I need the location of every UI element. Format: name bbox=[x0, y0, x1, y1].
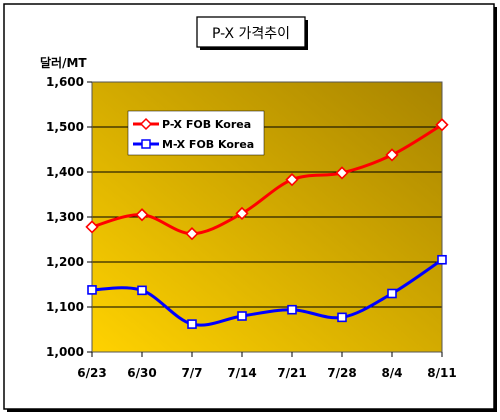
x-axis: 6/23 6/30 7/7 7/14 7/21 7/28 8/4 8/11 bbox=[77, 352, 457, 380]
legend-label: M-X FOB Korea bbox=[162, 138, 254, 151]
chart-title-box: P-X 가격추이 bbox=[196, 16, 308, 50]
y-tick-label: 1,200 bbox=[46, 255, 84, 269]
y-tick-label: 1,600 bbox=[46, 75, 84, 89]
data-point-marker bbox=[237, 311, 247, 321]
data-point-marker bbox=[387, 288, 397, 299]
x-tick-label: 7/7 bbox=[181, 366, 202, 380]
data-point-marker bbox=[437, 254, 447, 265]
y-tick-label: 1,100 bbox=[46, 300, 84, 314]
frame-shadow-right bbox=[494, 7, 497, 412]
data-point-marker bbox=[337, 312, 347, 323]
data-point-marker bbox=[135, 208, 149, 222]
legend: P-X FOB Korea M-X FOB Korea bbox=[127, 110, 265, 156]
y-axis: 1,000 1,100 1,200 1,300 1,400 1,500 1,600 bbox=[46, 75, 92, 359]
legend-marker bbox=[141, 139, 151, 149]
y-tick-label: 1,000 bbox=[46, 345, 84, 359]
data-point-marker bbox=[87, 285, 97, 295]
x-tick-label: 7/14 bbox=[227, 366, 256, 380]
x-tick-label: 6/30 bbox=[127, 366, 156, 380]
legend-marker bbox=[139, 117, 153, 131]
data-point-marker bbox=[335, 166, 349, 180]
data-point-marker bbox=[85, 220, 99, 234]
y-tick-label: 1,300 bbox=[46, 210, 84, 224]
chart-title: P-X 가격추이 bbox=[212, 26, 290, 42]
y-unit-label: 달러/MT bbox=[40, 55, 87, 70]
x-tick-label: 8/11 bbox=[427, 366, 456, 380]
x-tick-label: 7/21 bbox=[277, 366, 306, 380]
data-point-marker bbox=[385, 148, 399, 162]
data-point-marker bbox=[235, 206, 249, 221]
data-point-marker bbox=[285, 173, 299, 187]
y-tick-label: 1,400 bbox=[46, 165, 84, 179]
data-point-marker bbox=[435, 118, 449, 132]
data-point-marker bbox=[187, 319, 197, 329]
data-point-marker bbox=[137, 285, 147, 296]
x-tick-label: 8/4 bbox=[381, 366, 402, 380]
frame-shadow-bottom bbox=[7, 409, 497, 412]
data-point-marker bbox=[287, 304, 297, 315]
series-layer bbox=[85, 118, 449, 329]
x-tick-label: 7/28 bbox=[327, 366, 356, 380]
data-point-marker bbox=[185, 227, 199, 241]
x-tick-label: 6/23 bbox=[77, 366, 106, 380]
y-tick-label: 1,500 bbox=[46, 120, 84, 134]
legend-label: P-X FOB Korea bbox=[162, 118, 251, 131]
